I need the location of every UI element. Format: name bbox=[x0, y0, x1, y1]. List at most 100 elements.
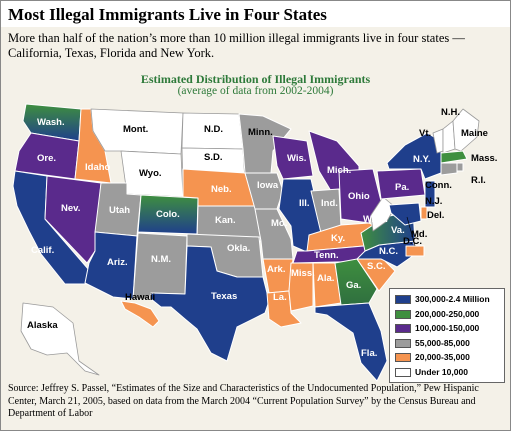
state-tx bbox=[150, 245, 270, 362]
label-ga: Ga. bbox=[346, 280, 361, 291]
label-nh: N.H. bbox=[441, 107, 460, 118]
map-title: Estimated Distribution of Illegal Immigr… bbox=[140, 72, 371, 86]
label-ca: Calif. bbox=[31, 245, 54, 256]
state-nc bbox=[356, 240, 418, 268]
state-ga bbox=[334, 258, 378, 306]
label-tx: Texas bbox=[211, 291, 237, 302]
legend-label: 20,000-35,000 bbox=[415, 352, 470, 362]
map-subtitle: (average of data from 2002-2004) bbox=[177, 85, 334, 97]
label-dc: D.C. bbox=[403, 236, 422, 247]
legend-item: 200,000-250,000 bbox=[395, 309, 503, 320]
state-ct bbox=[440, 162, 458, 176]
state-mn bbox=[238, 113, 292, 174]
label-in: Ind. bbox=[321, 198, 338, 209]
label-sd: S.D. bbox=[204, 152, 222, 163]
legend-label: 100,000-150,000 bbox=[415, 323, 480, 333]
label-nv: Nev. bbox=[61, 203, 80, 214]
state-az bbox=[84, 231, 138, 300]
label-ar: Ark. bbox=[267, 264, 285, 275]
label-ok: Okla. bbox=[227, 243, 250, 254]
state-ri bbox=[456, 162, 464, 172]
state-md bbox=[388, 202, 422, 226]
legend-item: 300,000-2.4 Million bbox=[395, 294, 503, 305]
state-hi bbox=[120, 300, 160, 328]
label-nd: N.D. bbox=[204, 124, 223, 135]
label-oh: Ohio bbox=[348, 191, 370, 202]
legend-swatch bbox=[395, 367, 411, 377]
legend: 300,000-2.4 Million 200,000-250,000 100,00… bbox=[389, 288, 505, 383]
label-pa: Pa. bbox=[395, 182, 409, 193]
legend-swatch bbox=[395, 309, 411, 319]
label-la: La. bbox=[273, 292, 287, 303]
label-ny: N.Y. bbox=[413, 154, 430, 165]
label-nc: N.C. bbox=[379, 246, 398, 257]
label-ne: Neb. bbox=[211, 184, 232, 195]
label-de: Del. bbox=[427, 210, 444, 221]
label-fl: Fla. bbox=[361, 348, 377, 359]
label-me: Maine bbox=[461, 128, 488, 139]
source-note: Source: Jeffrey S. Passel, “Estimates of… bbox=[8, 383, 479, 419]
legend-item: Under 10,000 bbox=[395, 367, 503, 378]
legend-swatch bbox=[395, 324, 411, 333]
state-labels: Wash. Ore. Calif. Nev. Idaho Mont. Wyo. … bbox=[27, 107, 497, 359]
state-or bbox=[14, 132, 80, 180]
state-nv bbox=[44, 175, 102, 264]
label-ky: Ky. bbox=[331, 233, 345, 244]
state-nm bbox=[132, 232, 188, 300]
legend-item: 20,000-35,000 bbox=[395, 352, 503, 363]
legend-item: 55,000-85,000 bbox=[395, 338, 503, 349]
label-mn: Minn. bbox=[248, 127, 273, 138]
label-wy: Wyo. bbox=[139, 168, 162, 179]
state-fl bbox=[314, 302, 388, 382]
legend-label: 200,000-250,000 bbox=[415, 308, 480, 319]
legend-swatch bbox=[395, 353, 411, 362]
state-me bbox=[452, 108, 480, 152]
label-nm: N.M. bbox=[151, 254, 171, 265]
label-ri: R.I. bbox=[471, 175, 486, 186]
label-ct: Conn. bbox=[425, 180, 452, 191]
legend-swatch bbox=[395, 338, 411, 348]
title-bar bbox=[1, 1, 510, 27]
label-il: Ill. bbox=[299, 198, 310, 209]
label-nj: N.J. bbox=[425, 196, 442, 207]
label-md: Md. bbox=[411, 229, 427, 240]
label-ks: Kan. bbox=[215, 215, 236, 226]
label-al: Ala. bbox=[317, 273, 334, 284]
label-vt: Vt. bbox=[419, 128, 431, 139]
state-dc-box bbox=[405, 245, 425, 257]
label-mi: Mich. bbox=[327, 165, 351, 176]
legend-label: 300,000-2.4 Million bbox=[415, 294, 490, 304]
page-subtitle: More than half of the nation’s more than… bbox=[8, 31, 465, 60]
dc-pointer bbox=[406, 216, 416, 247]
label-or: Ore. bbox=[37, 153, 56, 164]
state-nj bbox=[424, 180, 436, 208]
label-ak: Alaska bbox=[27, 320, 58, 331]
label-tn: Tenn. bbox=[314, 250, 339, 261]
label-ia: Iowa bbox=[257, 180, 279, 191]
label-az: Ariz. bbox=[107, 257, 128, 268]
state-ma bbox=[440, 150, 468, 164]
page-title: Most Illegal Immigrants Live in Four Sta… bbox=[8, 5, 327, 24]
state-ak bbox=[20, 302, 100, 376]
label-wv: W.Va. bbox=[363, 214, 388, 225]
label-co: Colo. bbox=[156, 209, 180, 220]
legend-label: 55,000-85,000 bbox=[415, 337, 470, 348]
label-ut: Utah bbox=[109, 205, 130, 216]
legend-item: 100,000-150,000 bbox=[395, 323, 503, 334]
label-ma: Mass. bbox=[471, 153, 497, 164]
legend-swatch bbox=[395, 295, 411, 304]
state-wi bbox=[272, 135, 314, 180]
label-hi: Hawaii bbox=[125, 292, 155, 303]
label-mt: Mont. bbox=[123, 124, 148, 135]
legend-label: Under 10,000 bbox=[415, 366, 468, 377]
label-id: Idaho bbox=[85, 162, 111, 173]
state-ms bbox=[288, 262, 314, 312]
label-va: Va. bbox=[391, 225, 405, 236]
label-wa: Wash. bbox=[37, 117, 65, 128]
label-sc: S.C. bbox=[367, 261, 385, 272]
label-wi: Wis. bbox=[287, 153, 306, 164]
state-de bbox=[420, 206, 428, 220]
label-ms: Miss. bbox=[291, 268, 315, 279]
